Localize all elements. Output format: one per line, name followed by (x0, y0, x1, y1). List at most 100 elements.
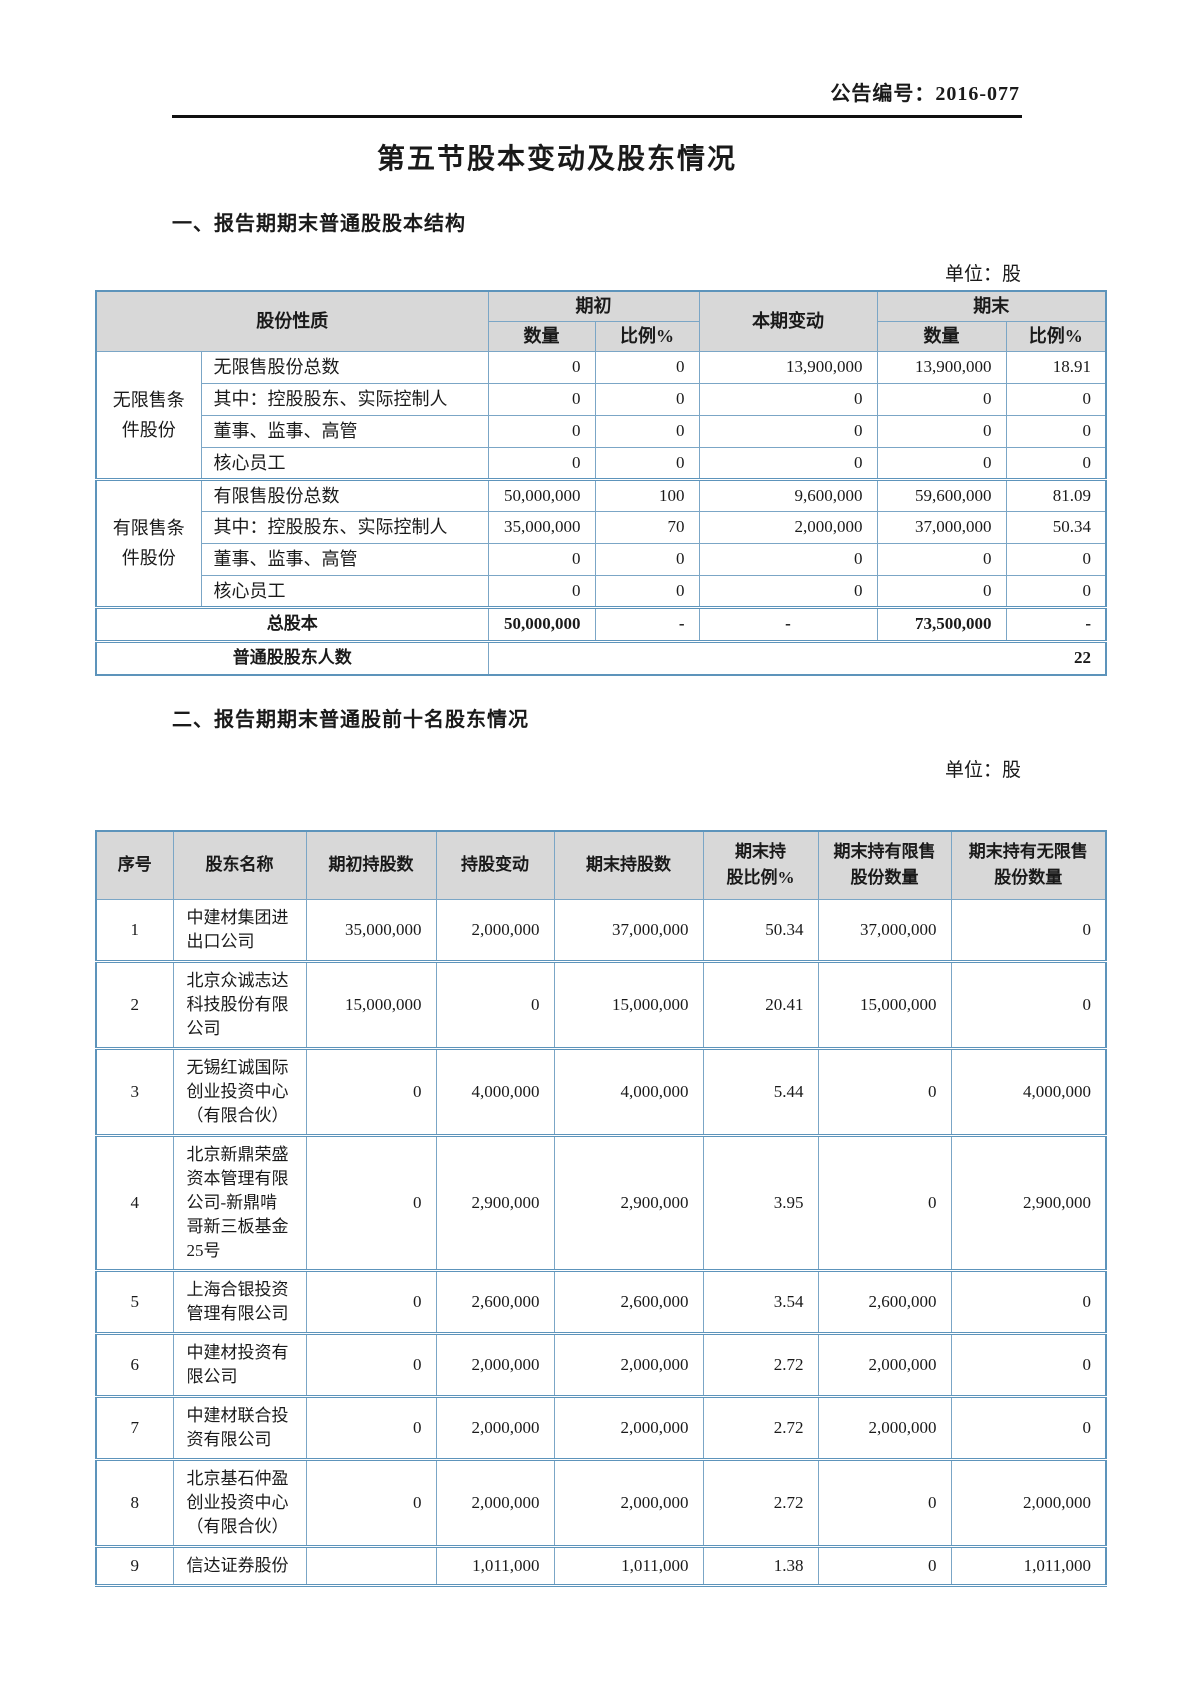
begin-holdings-cell: 0 (305, 1458, 437, 1548)
table-row: 其中：控股股东、实际控制人 35,000,000 70 2,000,000 37… (96, 510, 1107, 544)
shareholder-name-cell: 中建材投资有限公司 (172, 1332, 307, 1398)
end-qty-cell: 13,900,000 (876, 350, 1007, 384)
top-shareholders-table: 序号 股东名称 期初持股数 持股变动 期末持股数 期末持 股比例% 期末持有限售… (95, 830, 1107, 1587)
total-end-qty-cell: 73,500,000 (876, 606, 1007, 643)
seq-cell: 8 (95, 1458, 174, 1548)
end-qty-cell: 0 (876, 414, 1007, 448)
nature-item-cell: 无限售股份总数 (200, 350, 489, 384)
end-holdings-cell: 2,600,000 (553, 1269, 704, 1335)
section1-unit-label: 单位：股 (944, 264, 1021, 285)
end-unrestricted-cell: 0 (950, 1395, 1107, 1461)
end-qty-cell: 0 (876, 446, 1007, 481)
end-ratio-cell: 1.38 (702, 1545, 819, 1587)
header-change: 本期变动 (698, 290, 878, 352)
header-no: 序号 (95, 830, 174, 900)
nature-item-cell: 其中：控股股东、实际控制人 (200, 510, 489, 544)
seq-cell: 4 (95, 1134, 174, 1272)
group-label-unrestricted: 无限售条件股份 (95, 350, 202, 481)
end-holdings-cell: 2,000,000 (553, 1332, 704, 1398)
end-ratio-cell: 2.72 (702, 1458, 819, 1548)
header-ending: 期末 (876, 290, 1107, 322)
change-cell: 0 (698, 542, 878, 576)
end-restricted-cell: 2,000,000 (817, 1332, 952, 1398)
header-end-quantity: 数量 (876, 320, 1007, 352)
group-label-restricted: 有限售条件股份 (95, 478, 202, 609)
seq-cell: 1 (95, 898, 174, 963)
section2-heading: 二、报告期期末普通股前十名股东情况 (172, 709, 529, 731)
end-unrestricted-cell: 2,900,000 (950, 1134, 1107, 1272)
end-unrestricted-cell: 0 (950, 1269, 1107, 1335)
shareholder-name-cell: 信达证券股份 (172, 1545, 307, 1587)
change-cell: 13,900,000 (698, 350, 878, 384)
share-structure-table: 股份性质 期初 本期变动 期末 数量 比例% 数量 比例% 无限售条件股份 无限… (95, 290, 1107, 676)
begin-holdings-cell: 35,000,000 (305, 898, 437, 963)
begin-qty-cell: 0 (487, 542, 596, 576)
table-subheader-row: 数量 比例% 数量 比例% (96, 320, 1107, 352)
holders-label-cell: 普通股股东人数 (95, 640, 489, 676)
shareholder-name-cell: 北京基石仲盈创业投资中心（有限合伙） (172, 1458, 307, 1548)
table-row: 无限售条件股份 无限售股份总数 0 0 13,900,000 13,900,00… (95, 350, 1107, 481)
end-holdings-cell: 15,000,000 (553, 960, 704, 1050)
nature-item-cell: 核心员工 (200, 446, 489, 481)
end-holdings-cell: 4,000,000 (553, 1047, 704, 1137)
end-ratio-cell: 0 (1005, 382, 1107, 416)
change-cell: 9,600,000 (698, 478, 878, 512)
table-row: 核心员工 0 0 0 0 0 (96, 446, 1107, 481)
end-restricted-cell: 0 (817, 1545, 952, 1587)
begin-qty-cell: 50,000,000 (487, 478, 596, 512)
table-header-row: 股份性质 期初 本期变动 期末 (95, 290, 1107, 352)
table-row: 核心员工 0 0 0 0 0 (96, 574, 1107, 609)
end-holdings-cell: 2,900,000 (553, 1134, 704, 1272)
change-cell: 0 (698, 446, 878, 481)
total-change-cell: - (698, 606, 878, 643)
nature-item-cell: 董事、监事、高管 (200, 414, 489, 448)
end-ratio-cell: 18.91 (1005, 350, 1107, 384)
header-end-unrestricted: 期末持有无限售 股份数量 (950, 830, 1107, 900)
table-header-row: 序号 股东名称 期初持股数 持股变动 期末持股数 期末持 股比例% 期末持有限售… (95, 830, 1107, 900)
begin-holdings-cell: 0 (305, 1395, 437, 1461)
seq-cell: 3 (95, 1047, 174, 1137)
shareholder-name-cell: 北京众诚志达科技股份有限公司 (172, 960, 307, 1050)
shareholder-row: 2 北京众诚志达科技股份有限公司 15,000,000 0 15,000,000… (95, 960, 1107, 1050)
seq-cell: 6 (95, 1332, 174, 1398)
begin-qty-cell: 0 (487, 382, 596, 416)
begin-ratio-cell: 0 (594, 542, 700, 576)
holding-change-cell: 4,000,000 (435, 1047, 555, 1137)
table-row: 其中：控股股东、实际控制人 0 0 0 0 0 (96, 382, 1107, 416)
end-qty-cell: 0 (876, 382, 1007, 416)
header-begin-holdings: 期初持股数 (305, 830, 437, 900)
begin-qty-cell: 35,000,000 (487, 510, 596, 544)
nature-item-cell: 其中：控股股东、实际控制人 (200, 382, 489, 416)
holding-change-cell: 2,600,000 (435, 1269, 555, 1335)
end-ratio-cell: 2.72 (702, 1395, 819, 1461)
holding-change-cell: 2,000,000 (435, 1458, 555, 1548)
end-restricted-cell: 0 (817, 1134, 952, 1272)
page-title: 第五节股本变动及股东情况 (376, 144, 737, 175)
end-qty-cell: 0 (876, 542, 1007, 576)
header-begin-ratio: 比例% (594, 320, 700, 352)
total-begin-ratio-cell: - (594, 606, 700, 643)
total-share-capital-row: 总股本 50,000,000 - - 73,500,000 - (95, 606, 1107, 643)
end-unrestricted-cell: 0 (950, 1332, 1107, 1398)
seq-cell: 5 (95, 1269, 174, 1335)
end-ratio-cell: 3.54 (702, 1269, 819, 1335)
shareholder-row: 4 北京新鼎荣盛资本管理有限公司-新鼎啃哥新三板基金25号 0 2,900,00… (95, 1134, 1107, 1272)
total-begin-qty-cell: 50,000,000 (487, 606, 596, 643)
end-restricted-cell: 2,600,000 (817, 1269, 952, 1335)
begin-holdings-cell: 0 (305, 1134, 437, 1272)
end-ratio-cell: 0 (1005, 446, 1107, 481)
end-ratio-cell: 50.34 (702, 898, 819, 963)
end-restricted-cell: 15,000,000 (817, 960, 952, 1050)
header-end-ratio: 比例% (1005, 320, 1107, 352)
shareholder-name-cell: 中建材集团进出口公司 (172, 898, 307, 963)
begin-holdings-cell: 0 (305, 1047, 437, 1137)
end-restricted-cell: 0 (817, 1458, 952, 1548)
begin-holdings-cell: 0 (305, 1332, 437, 1398)
change-cell: 2,000,000 (698, 510, 878, 544)
end-holdings-cell: 2,000,000 (553, 1395, 704, 1461)
begin-qty-cell: 0 (487, 350, 596, 384)
holding-change-cell: 1,011,000 (435, 1545, 555, 1587)
end-ratio-cell: 0 (1005, 414, 1107, 448)
end-unrestricted-cell: 0 (950, 960, 1107, 1050)
